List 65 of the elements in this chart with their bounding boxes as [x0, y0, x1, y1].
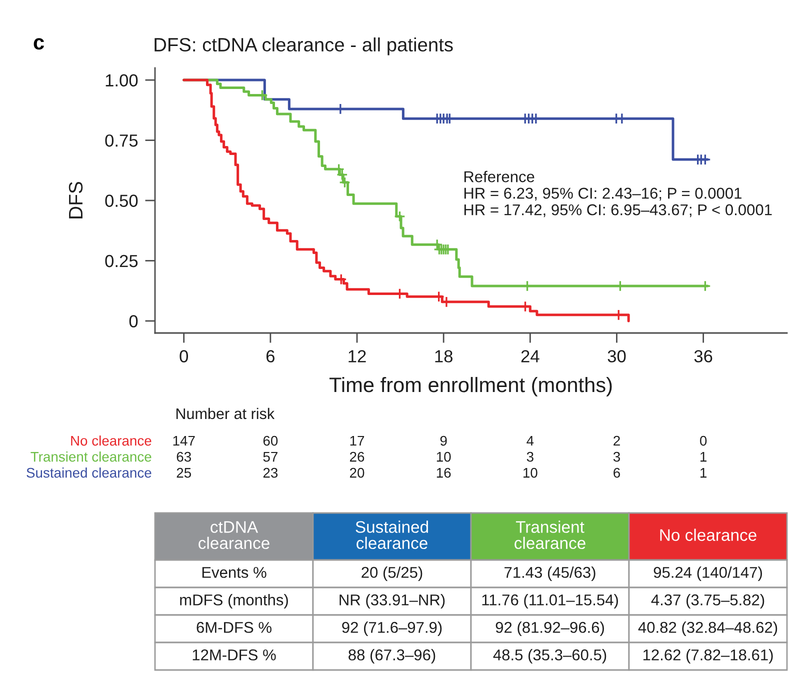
annotation: Reference HR = 6.23, 95% CI: 2.43–16; P = 0.0001 HR = 17.42, 95% CI: 6.95–43.67; P < 0.0001 [464, 170, 772, 218]
text: Number at risk [176, 408, 275, 420]
text: 4 [526, 436, 534, 446]
text: mDFS (months) [180, 594, 288, 608]
text: 6 [614, 468, 620, 478]
text: 1 [700, 468, 706, 478]
text: 71.43 (45/63) [504, 566, 596, 581]
text: 92 (81.92–96.6) [496, 622, 604, 636]
text: 3 [613, 452, 620, 462]
x-tick-label: 24 [521, 350, 540, 362]
point [394, 210, 406, 222]
text: 17 [350, 436, 364, 446]
x-axis-title: Time from enrollment (months) [329, 376, 612, 396]
text: 20 [350, 468, 364, 478]
text: 57 [263, 452, 278, 462]
y-tick-label: 0.50 [105, 194, 138, 207]
category-label: Sustained clearance [356, 520, 428, 550]
text: 40.82 (32.84–48.62) [638, 622, 778, 636]
text: 25 [176, 468, 191, 478]
text: 0 [700, 436, 707, 446]
text: 16 [436, 468, 451, 478]
y-tick-label: 1.00 [106, 74, 138, 87]
text: 95.24 (140/147) [654, 566, 762, 581]
text: 4.37 (3.75–5.82) [651, 594, 764, 608]
chart-title: DFS: ctDNA clearance - all patients [154, 37, 453, 56]
text: 147 [173, 436, 195, 446]
text: 12M-DFS % [192, 649, 276, 660]
point [336, 168, 348, 180]
x-tick-label: 30 [608, 350, 626, 362]
x-tick-label: 36 [694, 350, 712, 362]
text: 92 (71.6–97.9) [342, 622, 442, 636]
x-tick-label: 18 [435, 350, 452, 362]
y-tick-label: 0.75 [105, 134, 138, 147]
y-tick-label: 0.25 [105, 254, 138, 268]
text: 2 [614, 436, 620, 446]
text: Events % [202, 566, 266, 578]
text: 26 [350, 452, 364, 462]
category-label: Transient clearance [30, 452, 152, 462]
text: 60 [263, 436, 278, 446]
text: NR (33.91–NR) [340, 594, 445, 608]
text: 20 (5/25) [362, 566, 422, 581]
text: 88 (67.3–96) [348, 649, 436, 664]
category-label: ctDNA clearance [198, 521, 270, 550]
text: 48.5 (35.3–60.5) [493, 649, 606, 664]
text: 12.62 (7.82–18.61) [643, 649, 773, 664]
text: 1 [700, 452, 706, 462]
point [339, 176, 350, 188]
category-label: Sustained clearance [26, 468, 152, 478]
y-tick-label: 0 [129, 315, 138, 328]
text: 10 [436, 452, 451, 462]
text: c [34, 38, 44, 50]
category-label: Transient clearance [514, 520, 586, 550]
y-axis-title: DFS [68, 182, 83, 218]
text: 63 [176, 452, 191, 462]
x-tick-label: 12 [348, 350, 366, 362]
text: 3 [526, 452, 534, 462]
category-label: No clearance [660, 528, 756, 541]
text: 9 [440, 436, 447, 446]
category-label: No clearance [71, 435, 152, 446]
text: 23 [263, 468, 278, 478]
text: 10 [523, 468, 538, 478]
x-tick-label: 6 [266, 350, 274, 362]
text: 6M-DFS % [196, 622, 272, 633]
text: 11.76 (11.01–15.54) [482, 594, 618, 608]
x-tick-label: 0 [180, 350, 188, 362]
